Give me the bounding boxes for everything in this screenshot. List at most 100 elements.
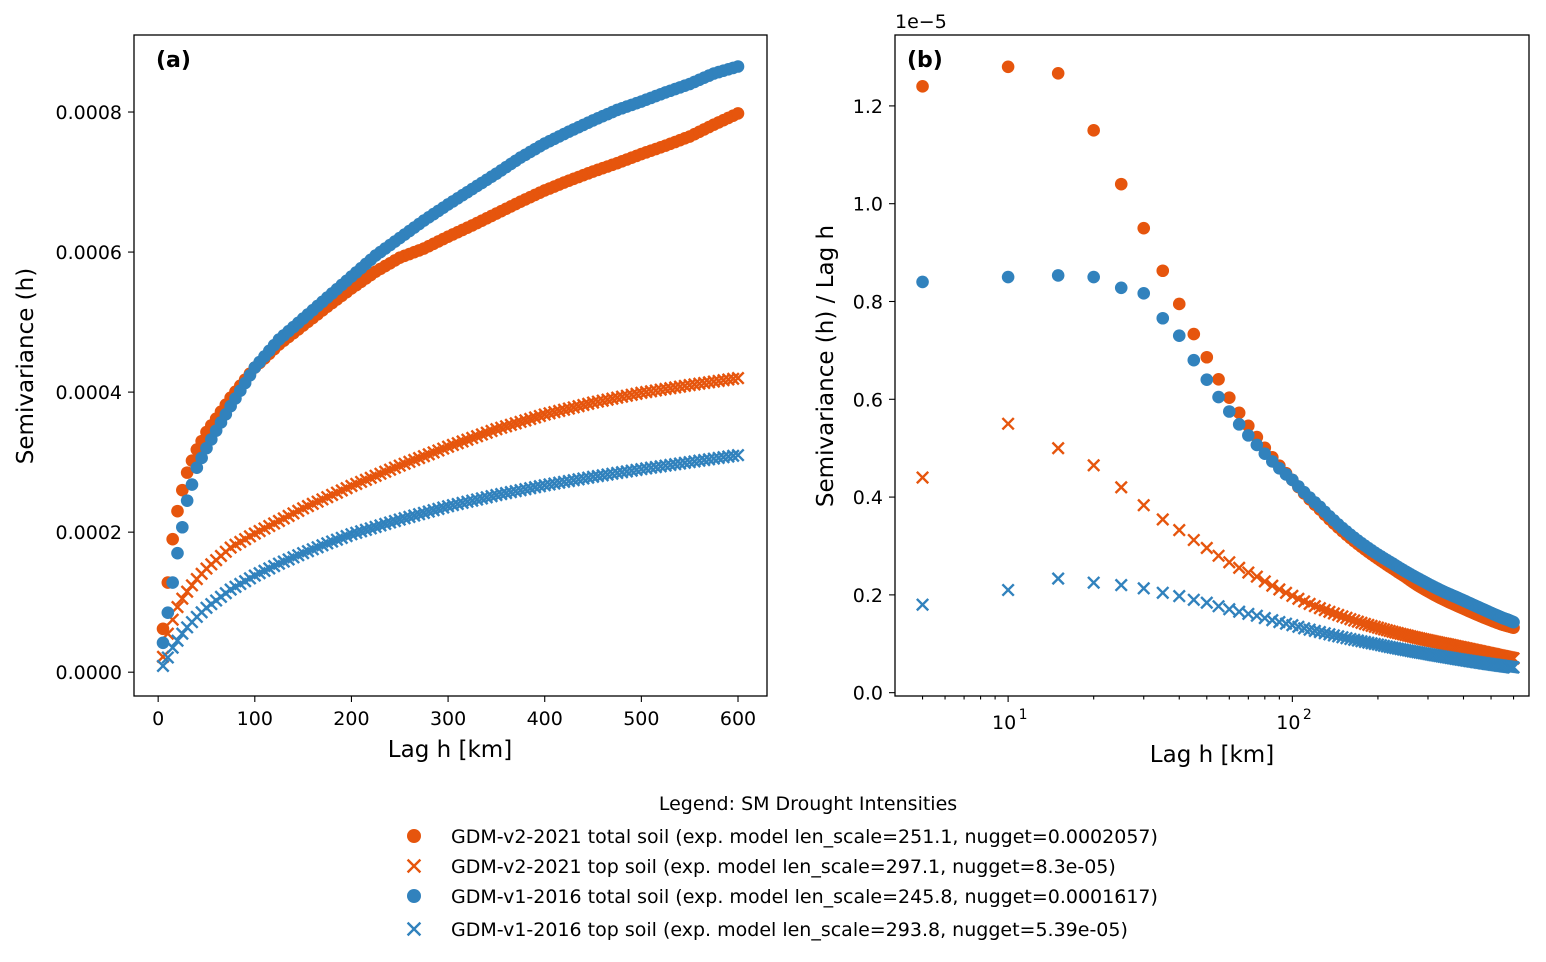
data-point [916,80,929,93]
data-point-x [586,396,600,410]
x-tick-label: 200 [333,708,369,730]
series-b-2 [916,269,1520,629]
legend-circle-marker [407,829,421,843]
legend-x-marker [406,858,422,874]
x-tick-label: 500 [623,708,659,730]
y-tick-label: 0.6 [853,389,883,411]
data-point-x [1250,609,1264,623]
data-point [1051,269,1065,282]
data-point [1187,353,1201,367]
data-point [1200,373,1214,387]
data-point-x [1087,458,1101,472]
data-point [1051,67,1065,80]
data-point-x [1327,606,1341,621]
data-point-x [156,659,170,673]
data-point [1212,372,1225,386]
data-point [156,636,170,650]
data-point-x [1114,578,1128,592]
data-point-x [489,488,503,502]
data-point-x [591,395,605,409]
data-point-x [518,482,532,496]
data-point-x [1339,611,1354,625]
data-point [731,107,745,120]
panel-b-semivariance-per-lag: 10 1 10 2 0.00.20.40.60.81.01.2 (b) 1e−5 La… [813,11,1530,768]
x-tick-label: 10 [1276,712,1300,734]
data-point [1087,270,1100,284]
data-point-x [1265,579,1279,593]
data-point-x [494,487,508,501]
data-point-x [1187,533,1201,547]
data-point-x [1087,576,1101,590]
series-b-1 [916,417,1521,665]
data-point-x [1001,417,1015,431]
data-point [1087,124,1100,137]
data-point-x [1200,596,1214,610]
panel-b-y-axis-title: Semivariance (h) / Lag h [813,225,839,507]
legend-entry: GDM-v1-2016 total soil (exp. model len_s… [407,886,1158,908]
data-point-x [596,394,610,408]
data-point [1212,390,1225,404]
data-point [195,451,208,465]
y-tick-label: 0.0004 [56,382,122,404]
data-point [1172,297,1186,311]
data-point [1258,447,1272,460]
x-tick-exponent: 2 [1303,707,1312,723]
data-point [166,532,179,546]
data-point [1250,438,1264,452]
data-point [1001,60,1015,74]
panel-a-data-points [156,60,745,673]
data-point-x [1051,572,1065,586]
data-point-x [1156,586,1170,600]
x-tick-label: 400 [527,708,563,730]
data-point-x [1250,570,1264,584]
data-point [1223,405,1236,418]
data-point [1137,221,1151,235]
panel-a-frame [133,34,768,697]
series-b-3 [916,572,1521,674]
data-point [180,466,194,479]
panel-a-label: (a) [156,48,191,73]
data-point-x [528,480,542,494]
data-point-x [1279,586,1293,600]
data-point-x [1212,599,1226,613]
data-point-x [916,470,930,485]
series-a-0 [156,107,745,636]
data-point-x [625,388,639,402]
data-point-x [1172,589,1186,603]
data-point [1114,281,1128,295]
data-point-x [166,641,180,655]
data-point-x [1156,512,1170,526]
y-tick-label: 0.2 [853,585,883,607]
panel-b-y-axis: 0.0 0.2 0.4 0.6 0.8 1.0 1.2 [853,96,895,705]
data-point-x [1187,593,1201,607]
panel-b-frame [894,34,1530,697]
data-point-x [1347,613,1361,628]
legend-circle-marker [407,889,421,903]
panel-a-y-axis-title: Semivariance (h) [13,268,39,464]
legend-entries: GDM-v2-2021 total soil (exp. model len_s… [406,826,1158,941]
data-point-x [1507,660,1521,674]
legend: Legend: SM Drought Intensities GDM-v2-20… [406,793,1158,941]
data-point-x [533,479,547,493]
data-point-x [161,650,175,665]
data-point-x [1232,561,1246,575]
data-point-x [1222,602,1236,616]
y-tick-label: 1.2 [853,96,883,118]
legend-entry: GDM-v1-2016 top soil (exp. model len_sca… [406,919,1128,941]
legend-x-marker [406,921,422,937]
x-tick-label: 600 [720,708,756,730]
data-point-x [170,634,185,648]
legend-entry: GDM-v2-2021 top soil (exp. model len_sca… [406,856,1116,878]
data-point-x [610,391,624,405]
data-point-x [1200,541,1214,555]
panel-a-x-axis: 0 100 200 300 400 500 600 [152,696,756,730]
data-point-x [1051,441,1065,455]
data-point-x [1272,582,1286,596]
data-point [1137,287,1151,300]
x-tick-label: 10 [992,712,1016,734]
data-point [1001,270,1015,284]
data-point-x [1343,612,1357,626]
data-point [180,494,194,507]
data-point [1232,406,1246,420]
y-tick-label: 0.0006 [56,242,122,264]
